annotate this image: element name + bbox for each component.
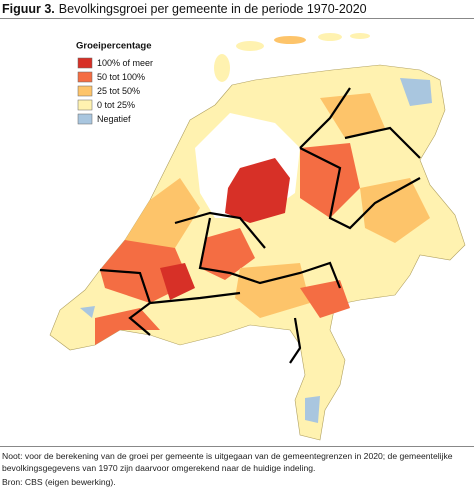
figure-title: Bevolkingsgroei per gemeente in de perio… (58, 2, 367, 16)
source: Bron: CBS (eigen bewerking). (2, 477, 116, 487)
legend-label: 0 tot 25% (97, 100, 135, 110)
legend-label: 25 tot 50% (97, 86, 140, 96)
island (214, 54, 230, 82)
region (200, 228, 255, 280)
country-outline (49, 64, 466, 441)
region (95, 308, 160, 345)
region (300, 280, 350, 318)
region (400, 78, 432, 106)
region (80, 306, 95, 318)
land (49, 33, 466, 441)
island (274, 36, 306, 44)
legend-label: 50 tot 100% (97, 72, 145, 82)
border (299, 87, 351, 149)
note: Noot: voor de berekening van de groei pe… (2, 451, 453, 473)
border (344, 126, 421, 159)
border (299, 147, 421, 230)
province-borders (99, 87, 421, 364)
border (149, 291, 241, 305)
flevoland (225, 158, 290, 223)
region (160, 263, 195, 300)
region (300, 143, 360, 218)
region (305, 396, 320, 423)
legend-title: Groeipercentage (76, 41, 152, 52)
region (360, 178, 430, 243)
legend-label: 100% of meer (97, 58, 153, 68)
island (236, 41, 264, 51)
island (350, 33, 370, 39)
region (320, 93, 385, 138)
legend-swatch (77, 85, 93, 97)
figure-label: Figuur 3. (2, 2, 55, 16)
island (318, 33, 342, 41)
legend-swatch (77, 113, 93, 125)
legend-label: Negatief (97, 114, 131, 124)
map: Groeipercentage 100% of meer 50 tot 100% 2… (49, 33, 466, 441)
rule (0, 446, 474, 447)
border (198, 217, 342, 289)
border (289, 317, 302, 364)
legend-swatch (77, 99, 93, 111)
legend-swatch (77, 71, 93, 83)
region (125, 178, 200, 253)
legend: Groeipercentage 100% of meer 50 tot 100% 2… (76, 41, 153, 125)
legend-swatch (77, 57, 93, 69)
title: Figuur 3. Bevolkingsgroei per gemeente in… (2, 2, 367, 16)
rule (0, 18, 474, 19)
border (174, 211, 266, 249)
region (235, 263, 310, 318)
